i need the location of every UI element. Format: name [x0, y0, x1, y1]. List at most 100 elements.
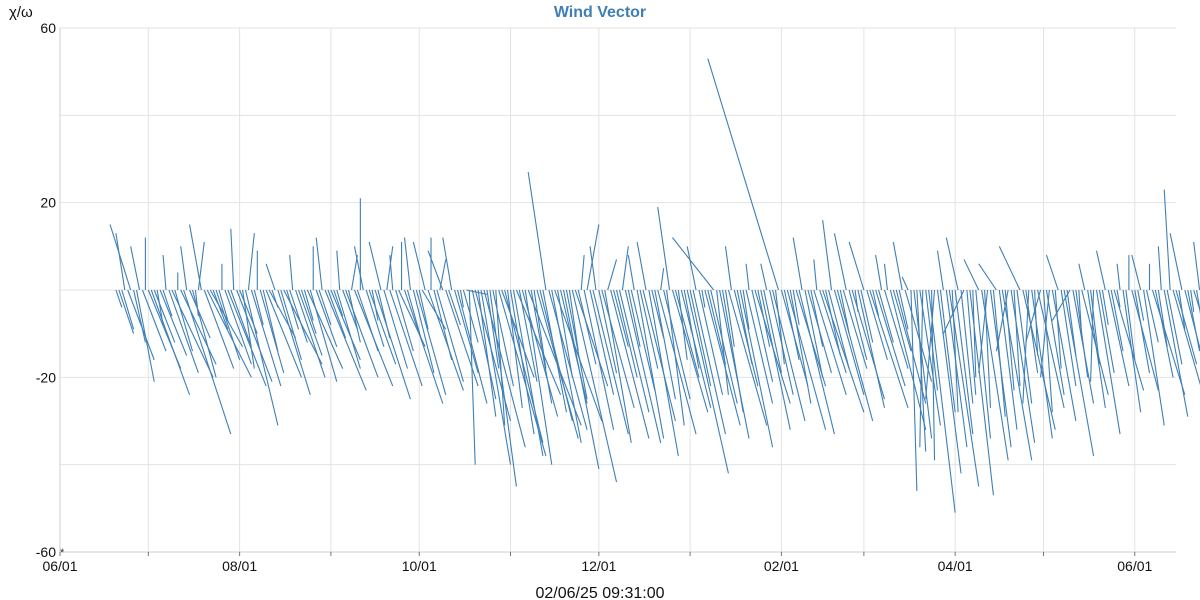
wind-vector — [1090, 289, 1095, 382]
wind-vector — [557, 289, 573, 378]
wind-vector — [736, 289, 753, 365]
wind-vector — [654, 289, 676, 400]
wind-vector — [813, 289, 847, 395]
wind-vector — [191, 289, 217, 378]
wind-vector — [262, 289, 279, 352]
x-tick-label: 06/01 — [42, 558, 77, 574]
wind-vector — [1163, 289, 1189, 417]
wind-vector — [833, 289, 865, 395]
x-tick-label: 06/01 — [1117, 558, 1152, 574]
wind-vector — [230, 228, 235, 291]
wind-vector — [303, 289, 314, 321]
wind-vector — [1016, 289, 1033, 404]
wind-vector — [1110, 289, 1124, 352]
wind-vector — [739, 289, 774, 448]
wind-vector — [236, 289, 273, 382]
wind-vector — [945, 237, 959, 291]
wind-vector — [168, 289, 199, 374]
wind-vector — [330, 289, 361, 361]
wind-vector — [280, 289, 302, 361]
wind-vector — [919, 289, 924, 448]
wind-vector — [833, 233, 847, 291]
wind-vector — [183, 289, 232, 435]
wind-vector — [707, 58, 780, 291]
wind-vector — [368, 241, 382, 291]
wind-vector — [1037, 289, 1065, 409]
wind-vector — [1063, 289, 1095, 457]
wind-vector — [686, 246, 697, 291]
wind-vector — [136, 289, 155, 382]
wind-vector — [389, 289, 423, 387]
wind-vector — [448, 289, 461, 326]
wind-vector — [265, 263, 276, 291]
wind-vector — [636, 241, 647, 291]
wind-vector — [610, 289, 650, 439]
wind-vector — [403, 289, 444, 404]
y-tick-label: 60 — [40, 20, 56, 36]
wind-vector — [719, 289, 750, 439]
wind-vector — [642, 289, 676, 422]
wind-vector — [306, 289, 344, 369]
wind-vector — [459, 289, 464, 308]
wind-vector — [798, 289, 835, 435]
wind-vector — [686, 289, 729, 474]
wind-vector — [415, 289, 447, 395]
y-tick-label: -20 — [36, 369, 56, 385]
wind-vector — [936, 289, 962, 474]
wind-vector — [963, 259, 980, 291]
wind-vector — [577, 289, 597, 365]
wind-vector — [336, 289, 361, 369]
wind-vector — [774, 289, 785, 365]
wind-vector — [480, 289, 512, 465]
wind-vector — [1054, 289, 1062, 369]
wind-vector — [760, 289, 791, 430]
wind-vector — [727, 289, 768, 426]
wind-vector — [253, 289, 264, 326]
wind-vector — [1193, 241, 1200, 291]
wind-vector — [215, 289, 241, 361]
wind-vector — [327, 289, 347, 339]
wind-vector — [607, 259, 618, 291]
wind-vector — [442, 237, 453, 291]
wind-vector — [468, 289, 476, 465]
wind-vector — [857, 289, 886, 409]
wind-vector — [671, 289, 709, 413]
wind-vector — [580, 255, 585, 291]
wind-vector — [1087, 289, 1106, 408]
wind-vector — [554, 289, 603, 422]
wind-vector — [710, 289, 738, 404]
wind-vector — [530, 289, 553, 404]
wind-vector — [660, 268, 665, 291]
wind-vector — [454, 289, 479, 374]
wind-vector — [919, 289, 941, 426]
wind-vector — [1045, 289, 1065, 395]
wind-vector — [1163, 189, 1171, 291]
wind-vector — [1134, 289, 1151, 374]
y-axis-ticks: 60 20 -20 -60 — [36, 20, 56, 560]
wind-vector — [189, 224, 202, 291]
wind-vector — [389, 255, 394, 291]
wind-vector — [218, 289, 229, 321]
wind-vector — [1113, 289, 1145, 391]
wind-vector — [854, 289, 859, 312]
wind-vector — [406, 289, 423, 343]
wind-vector — [436, 289, 464, 382]
wind-vector — [242, 289, 255, 369]
wind-vector — [224, 289, 252, 365]
wind-vector — [533, 289, 547, 369]
wind-vector — [875, 289, 906, 387]
wind-vector — [1042, 289, 1053, 413]
wind-vector — [954, 289, 974, 435]
wind-vector — [427, 250, 444, 291]
wind-vector — [365, 289, 385, 347]
wind-vector — [109, 224, 132, 291]
wind-vector — [898, 289, 909, 330]
wind-vector — [1116, 289, 1121, 308]
wind-vector — [371, 289, 379, 321]
wind-vector — [910, 289, 918, 491]
wind-vector — [751, 289, 774, 382]
wind-vector — [1116, 263, 1121, 291]
wind-vector — [680, 289, 712, 409]
wind-vector — [733, 289, 759, 387]
wind-vector — [1143, 289, 1165, 426]
